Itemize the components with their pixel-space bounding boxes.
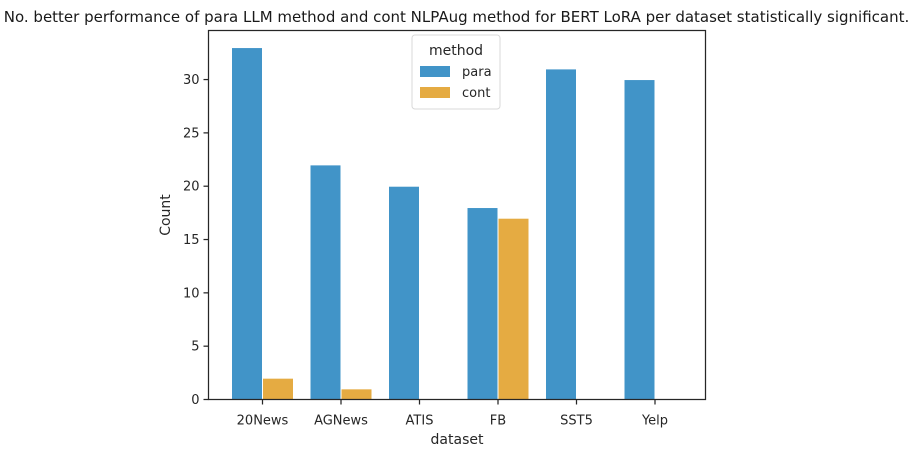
bar-cont-20news [262,377,294,401]
y-tick-label: 15 [183,233,200,248]
bar-para-sst5 [545,68,577,400]
x-tick-label-yelp: Yelp [641,414,668,429]
bars-group [231,47,656,401]
plot-frame [207,29,707,401]
x-axis-ticks: 20News AGNews ATIS FB SST5 Yelp [237,399,668,429]
legend-swatch-para [420,66,450,77]
x-axis-label: dataset [431,432,484,448]
x-tick-label-20news: 20News [237,414,289,429]
legend-swatch-cont [420,87,450,98]
bar-para-fb [466,207,499,400]
y-tick-label: 0 [191,393,199,408]
legend: method para cont [411,34,501,110]
x-tick-label-atis: ATIS [406,414,434,429]
bar-cont-agnews [340,388,373,401]
y-tick-label: 30 [183,73,200,88]
x-tick-label-agnews: AGNews [314,414,368,429]
legend-label-cont: cont [462,86,490,101]
chart-title: No. better performance of para LLM metho… [3,8,910,26]
bar-para-atis [388,185,420,400]
bar-para-20news [231,47,263,400]
y-axis-ticks: 0 5 10 15 20 25 30 [183,73,209,408]
y-tick-label: 25 [183,126,200,141]
x-tick-label-fb: FB [490,414,506,429]
x-tick-label-sst5: SST5 [560,414,593,429]
bar-para-agnews [309,164,342,400]
y-axis-label: Count [158,194,174,236]
legend-label-para: para [462,65,492,80]
y-tick-label: 10 [183,286,200,301]
legend-title: method [429,43,483,59]
y-tick-label: 5 [191,340,199,355]
bar-para-yelp [623,79,656,400]
y-tick-label: 20 [183,180,200,195]
bar-cont-fb [497,217,530,400]
